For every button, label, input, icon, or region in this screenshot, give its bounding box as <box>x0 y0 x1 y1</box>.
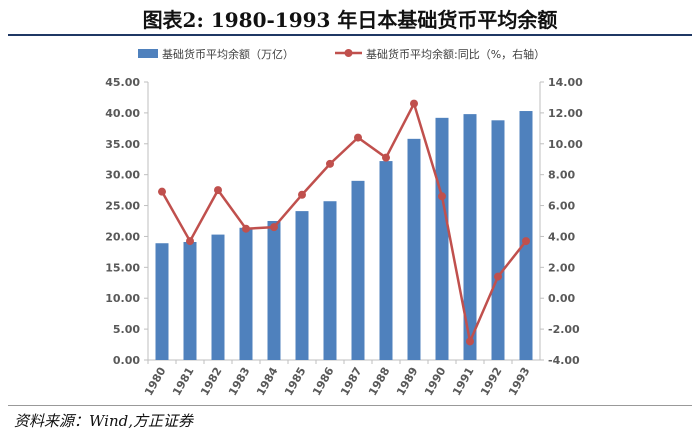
right-tick-label: 2.00 <box>548 261 575 274</box>
right-tick-label: 0.00 <box>548 292 575 305</box>
x-tick-label: 1985 <box>282 365 309 398</box>
right-tick-label: -4.00 <box>548 354 580 367</box>
left-tick-label: 10.00 <box>105 292 140 305</box>
source-note: 资料来源：Wind,方正证券 <box>14 412 193 430</box>
yoy-line <box>160 100 527 346</box>
bar-1991 <box>463 114 477 360</box>
x-tick-label: 1992 <box>478 365 505 398</box>
left-tick-label: 45.00 <box>105 76 140 89</box>
x-tick-label: 1982 <box>198 365 225 398</box>
x-tick-label: 1980 <box>142 365 169 398</box>
title-divider <box>8 34 692 36</box>
bottom-divider <box>8 405 692 406</box>
chart-title: 图表2: 1980-1993 年日本基础货币平均余额 <box>142 8 558 32</box>
bar-1986 <box>323 201 337 360</box>
yoy-point-1990 <box>438 192 446 201</box>
x-tick-label: 1988 <box>366 365 393 398</box>
yoy-point-1993 <box>522 237 530 246</box>
yoy-point-1986 <box>326 159 334 168</box>
right-tick-label: 6.00 <box>548 200 575 213</box>
bar-1988 <box>379 161 393 360</box>
x-tick-label: 1983 <box>226 365 253 398</box>
bar-1983 <box>239 227 253 360</box>
x-tick-label: 1989 <box>394 365 421 398</box>
right-tick-label: 4.00 <box>548 230 575 243</box>
right-tick-label: 14.00 <box>548 76 583 89</box>
yoy-point-1987 <box>354 133 362 142</box>
left-tick-label: 35.00 <box>105 138 140 151</box>
right-tick-label: 12.00 <box>548 107 583 120</box>
left-tick-label: 5.00 <box>113 323 140 336</box>
legend-label-line: 基础货币平均余额:同比（%，右轴） <box>366 47 545 61</box>
left-tick-label: 40.00 <box>105 107 140 120</box>
left-tick-label: 25.00 <box>105 200 140 213</box>
bar-1984 <box>267 221 281 360</box>
bar-1981 <box>183 242 197 360</box>
x-tick-label: 1993 <box>506 365 533 398</box>
left-tick-label: 20.00 <box>105 230 140 243</box>
left-tick-label: 0.00 <box>113 354 140 367</box>
x-tick-label: 1984 <box>254 365 281 398</box>
yoy-point-1982 <box>214 186 222 195</box>
bar-1989 <box>407 138 421 360</box>
right-tick-label: 10.00 <box>548 138 583 151</box>
left-tick-label: 15.00 <box>105 261 140 274</box>
yoy-point-1988 <box>382 153 390 162</box>
yoy-point-1984 <box>270 223 278 232</box>
x-tick-label: 1987 <box>338 365 365 398</box>
left-tick-label: 30.00 <box>105 169 140 182</box>
yoy-point-1992 <box>494 272 502 281</box>
yoy-point-1989 <box>410 99 418 108</box>
bar-1993 <box>519 111 533 360</box>
yoy-point-1983 <box>242 224 250 233</box>
bar-1982 <box>211 234 225 360</box>
right-tick-label: -2.00 <box>548 323 580 336</box>
x-tick-label: 1991 <box>450 365 477 398</box>
bar-1990 <box>435 117 449 360</box>
right-tick-label: 8.00 <box>548 169 575 182</box>
yoy-point-1991 <box>466 337 474 346</box>
yoy-point-1981 <box>186 237 194 246</box>
yoy-point-1980 <box>158 187 166 196</box>
x-tick-label: 1981 <box>170 365 197 398</box>
bar-1987 <box>351 180 365 360</box>
legend-label-bar: 基础货币平均余额（万亿） <box>162 47 294 61</box>
x-tick-label: 1986 <box>310 365 337 398</box>
legend-swatch-marker <box>344 49 353 57</box>
bar-1992 <box>491 120 505 361</box>
bar-1985 <box>295 211 309 360</box>
bar-1980 <box>155 243 169 360</box>
yoy-point-1985 <box>298 190 306 199</box>
x-tick-label: 1990 <box>422 365 449 398</box>
legend-swatch-bar <box>138 49 158 58</box>
